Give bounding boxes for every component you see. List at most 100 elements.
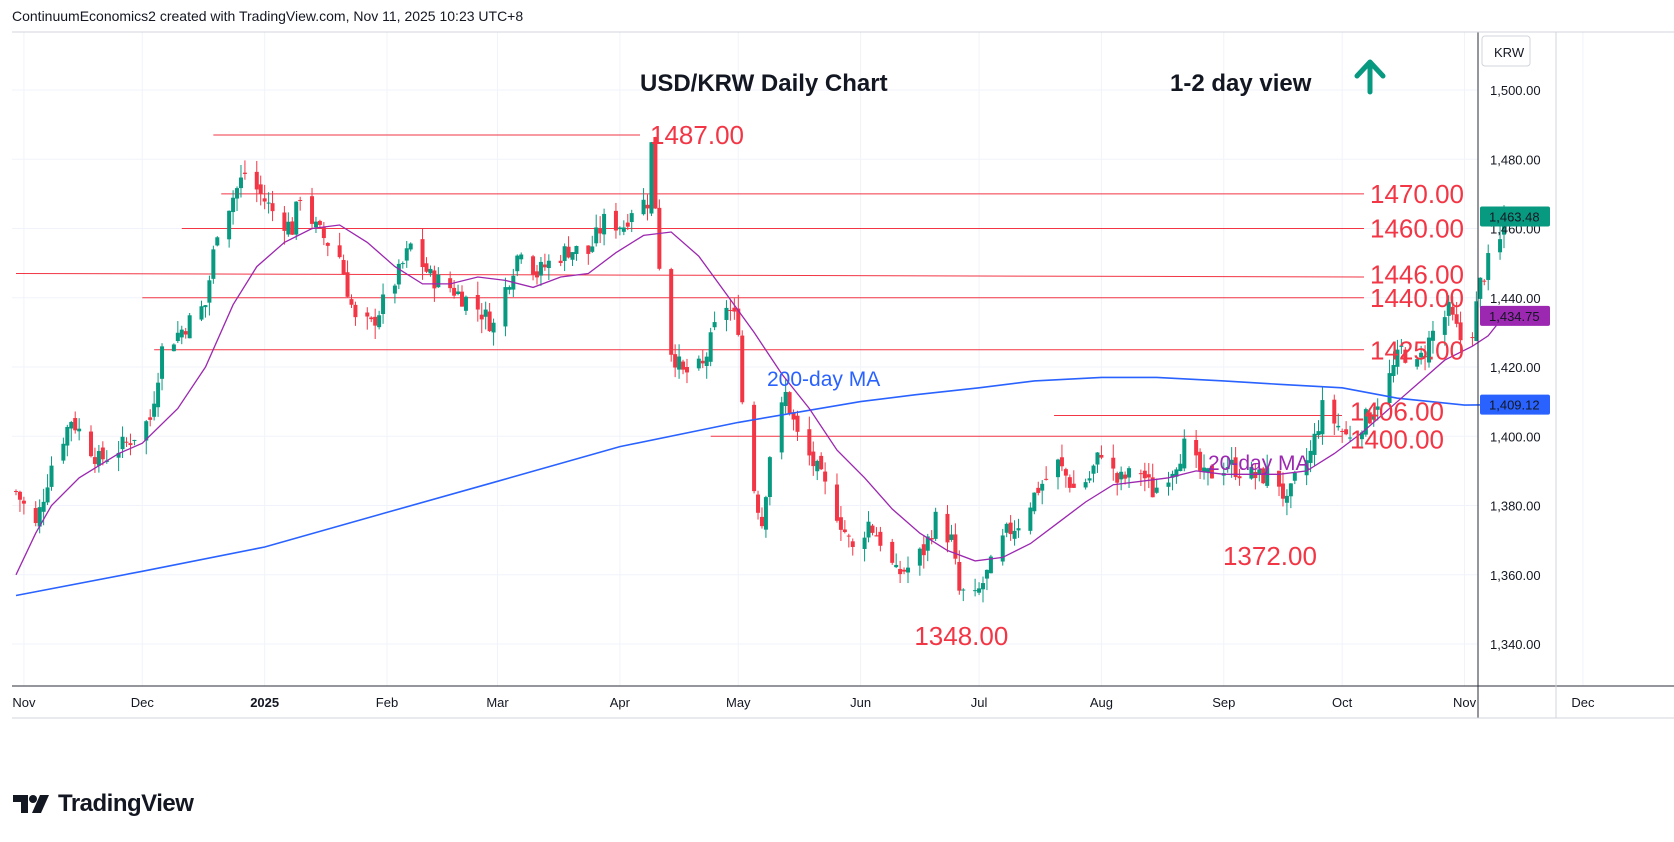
candle-body [1284, 495, 1289, 503]
candle-body [984, 569, 989, 579]
candle-body [1478, 277, 1483, 299]
x-tick-label: Dec [1571, 695, 1595, 710]
level-label: 1406.00 [1350, 396, 1444, 426]
candle-body [795, 415, 800, 432]
candle-body [325, 242, 330, 246]
candle-body [1202, 467, 1207, 472]
x-tick-label: Nov [1453, 695, 1477, 710]
candle-body [254, 171, 259, 190]
candle-body [846, 535, 851, 537]
candle-body [925, 536, 930, 551]
candle-body [69, 422, 74, 429]
candle-body [779, 402, 784, 453]
time-axis[interactable]: Nov Dec 2025 Feb Mar Apr May Jun Jul Aug Sep Oct Nov… [12, 695, 1595, 710]
price-badge [1480, 394, 1550, 415]
candle-body [183, 331, 188, 335]
candle-body [736, 308, 741, 335]
candle-body [207, 280, 212, 303]
candle-body [424, 263, 429, 272]
currency-label[interactable]: KRW [1494, 45, 1525, 60]
candle-body [704, 356, 709, 366]
candle-body [629, 213, 634, 223]
candle-body [313, 221, 318, 228]
candle-body [215, 237, 220, 246]
y-tick-label: 1,480.00 [1490, 152, 1541, 167]
candle-body [1482, 280, 1487, 282]
candle-body [945, 513, 950, 543]
candle-body [1016, 528, 1021, 531]
candle-body [65, 426, 70, 446]
level-label: 1425.00 [1370, 336, 1464, 366]
candle-body [728, 310, 733, 312]
candle-body [977, 588, 982, 593]
candle-body [49, 465, 54, 487]
candle-body [270, 203, 275, 212]
candle-body [1470, 337, 1475, 339]
level-label: 1460.00 [1370, 214, 1464, 244]
candle-body [1233, 457, 1238, 478]
candle-body [949, 534, 954, 540]
candle-body [590, 246, 595, 252]
level-line [15, 273, 1365, 278]
candle-body [1403, 349, 1408, 363]
candle-body [1119, 471, 1124, 480]
candle-body [850, 541, 855, 547]
price-badges: 1,463.48 1,434.75 1,409.12 [1480, 206, 1550, 415]
candle-body [621, 227, 626, 232]
candle-body [179, 329, 184, 338]
candle-body [258, 184, 263, 194]
candle-body [696, 358, 701, 369]
candle-body [1253, 472, 1258, 479]
candle-body [160, 346, 165, 379]
candle-body [681, 361, 686, 370]
candle-body [199, 306, 204, 320]
price-badge-label: 1,434.75 [1489, 309, 1540, 324]
y-tick-label: 1,500.00 [1490, 83, 1541, 98]
ma20-line [15, 224, 1505, 576]
candle-body [1146, 474, 1151, 478]
candle-body [148, 417, 153, 420]
candle-body [404, 248, 409, 261]
candle-body [77, 428, 82, 432]
candle-body [1178, 463, 1183, 472]
candle-body [752, 404, 757, 492]
candle-body [1332, 399, 1337, 424]
candle-body [1304, 460, 1309, 476]
candle-body [290, 221, 295, 235]
candle-body [1280, 483, 1285, 499]
candle-body [594, 227, 599, 244]
candle-body [1028, 507, 1033, 531]
candle-body [1111, 457, 1116, 469]
candle-body [1387, 373, 1392, 404]
candle-body [613, 210, 618, 231]
candle-body [870, 525, 875, 533]
x-tick-label: May [726, 695, 751, 710]
candle-body [21, 500, 26, 504]
candle-body [100, 447, 105, 460]
candle-body [756, 494, 761, 513]
candle-body [1142, 470, 1147, 479]
candle-body [574, 245, 579, 254]
candle-body [14, 491, 18, 493]
candle-body [171, 344, 176, 352]
tradingview-brand[interactable]: TradingView [12, 790, 194, 818]
x-tick-label: Nov [12, 695, 36, 710]
candle-body [866, 521, 871, 538]
candle-body [262, 198, 267, 202]
candlesticks [14, 136, 1506, 603]
candle-body [1430, 330, 1435, 341]
price-axis[interactable]: 1,500.001,480.001,460.001,440.001,420.00… [1490, 83, 1541, 652]
y-tick-label: 1,400.00 [1490, 429, 1541, 444]
candle-body [1395, 349, 1400, 367]
candle-body [1154, 487, 1159, 493]
candle-body [144, 421, 149, 441]
candle-body [400, 263, 405, 265]
candle-body [1000, 535, 1005, 562]
candle-body [1083, 482, 1088, 488]
level-label: 1470.00 [1370, 179, 1464, 209]
candle-body [1371, 414, 1376, 420]
candle-body [842, 529, 847, 533]
candle-body [1174, 469, 1179, 477]
